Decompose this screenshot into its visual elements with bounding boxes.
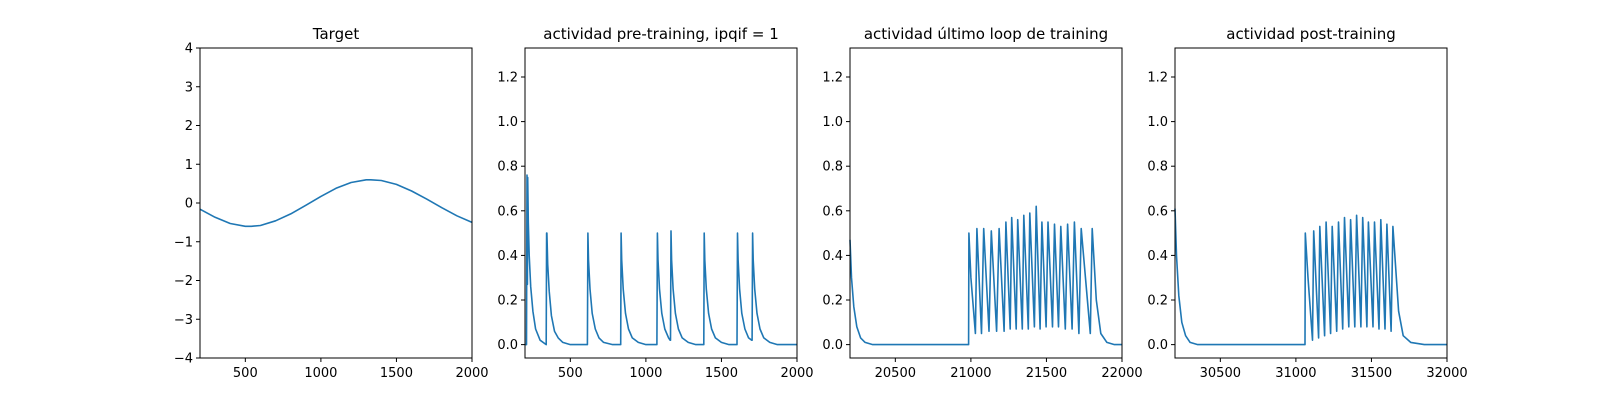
axes-frame <box>1174 47 1448 359</box>
y-tick-label: 0 <box>185 197 193 212</box>
series-line <box>849 205 1122 346</box>
y-tick-label: −2 <box>174 274 193 289</box>
axes-frame <box>849 47 1123 359</box>
x-tick-label: 1500 <box>705 366 738 381</box>
x-tick-label: 1000 <box>629 366 662 381</box>
y-tick-label: 0.2 <box>1147 294 1168 309</box>
x-tick-label: 1000 <box>304 366 337 381</box>
y-tick-label: 1.0 <box>497 115 518 130</box>
y-tick-label: 0.0 <box>822 338 843 353</box>
chart-panel-3: actividad último loop de training 20500 21… <box>822 25 1142 381</box>
chart-title: actividad post-training <box>1226 25 1395 43</box>
y-tick-label: −3 <box>174 313 193 328</box>
y-tick-label: 0.4 <box>1147 249 1168 264</box>
series-line <box>199 179 473 228</box>
x-tick-label: 21000 <box>950 366 991 381</box>
y-tick-label: 0.6 <box>1147 204 1168 219</box>
x-tick-label: 32000 <box>1426 366 1467 381</box>
x-tick-label: 2000 <box>455 366 488 381</box>
y-tick-label: −1 <box>174 235 193 250</box>
x-tick-label: 22000 <box>1101 366 1142 381</box>
y-tick-label: −4 <box>174 352 193 367</box>
y-tick-label: 0.2 <box>822 294 843 309</box>
chart-panel-2: actividad pre-training, ipqif = 1 500 1000… <box>497 25 813 381</box>
y-tick-label: 0.6 <box>822 204 843 219</box>
y-tick-label: 1 <box>185 158 193 173</box>
x-tick-label: 1500 <box>380 366 413 381</box>
series-line <box>524 174 797 346</box>
chart-title: actividad pre-training, ipqif = 1 <box>543 25 779 43</box>
x-tick-label: 500 <box>233 366 258 381</box>
y-tick-label: 1.2 <box>497 70 518 85</box>
y-tick-label: 2 <box>185 119 193 134</box>
axes-frame <box>524 47 798 359</box>
y-tick-label: 0.0 <box>1147 338 1168 353</box>
y-tick-label: 0.8 <box>497 160 518 175</box>
y-tick-label: 1.0 <box>1147 115 1168 130</box>
x-tick-label: 31500 <box>1351 366 1392 381</box>
chart-title: actividad último loop de training <box>864 25 1108 43</box>
chart-panel-4: actividad post-training 30500 31000 31500 32… <box>1147 25 1467 381</box>
x-tick-label: 500 <box>558 366 583 381</box>
chart-panel-1: Target 500 1000 1500 2000 −4 −3 −2 −1 0 1 2 3 4 <box>174 25 489 381</box>
y-tick-label: 0.8 <box>822 160 843 175</box>
chart-title: Target <box>312 25 360 43</box>
axes-frame <box>199 47 473 359</box>
y-tick-label: 1.2 <box>822 70 843 85</box>
x-tick-label: 21500 <box>1026 366 1067 381</box>
y-tick-label: 0.0 <box>497 338 518 353</box>
y-tick-label: 4 <box>185 42 193 57</box>
y-tick-label: 0.2 <box>497 294 518 309</box>
x-tick-label: 2000 <box>780 366 813 381</box>
y-tick-label: 0.8 <box>1147 160 1168 175</box>
series-line <box>1174 208 1447 346</box>
y-tick-label: 1.0 <box>822 115 843 130</box>
x-tick-label: 20500 <box>875 366 916 381</box>
y-tick-label: 0.4 <box>497 249 518 264</box>
x-tick-label: 31000 <box>1275 366 1316 381</box>
y-tick-label: 0.4 <box>822 249 843 264</box>
y-tick-label: 3 <box>185 80 193 95</box>
y-tick-label: 1.2 <box>1147 70 1168 85</box>
x-tick-label: 30500 <box>1200 366 1241 381</box>
y-tick-label: 0.6 <box>497 204 518 219</box>
